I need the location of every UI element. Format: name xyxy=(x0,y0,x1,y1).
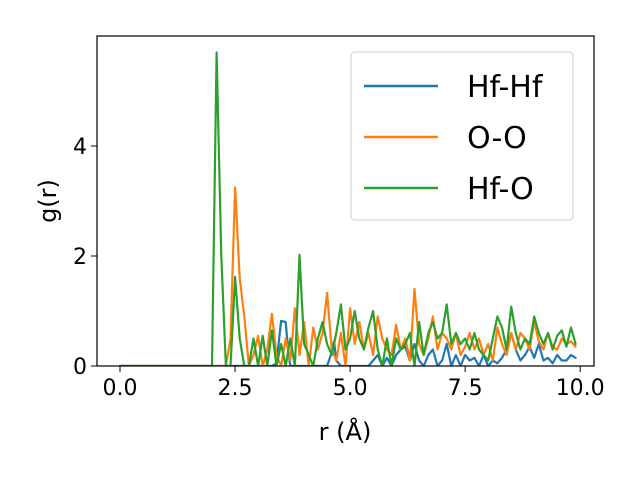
x-axis: 0.0 2.5 5.0 7.5 10.0 xyxy=(103,366,605,401)
y-tick-label: 2 xyxy=(73,245,87,270)
y-axis: 0 2 4 xyxy=(73,135,97,380)
legend-label-o-o: O-O xyxy=(467,121,527,156)
x-axis-label: r (Å) xyxy=(319,417,372,446)
series-line-hf-o xyxy=(118,51,577,366)
x-tick-label: 7.5 xyxy=(448,376,483,401)
plot-frame xyxy=(96,35,595,367)
series-layer xyxy=(118,51,577,366)
y-axis-label: g(r) xyxy=(34,179,62,223)
y-tick-label: 0 xyxy=(73,355,87,380)
x-tick-label: 5.0 xyxy=(333,376,368,401)
legend-box xyxy=(350,51,574,221)
x-tick-label: 2.5 xyxy=(218,376,253,401)
legend: Hf-Hf O-O Hf-O xyxy=(350,51,574,221)
y-tick-label: 4 xyxy=(73,135,87,160)
x-tick-label: 10.0 xyxy=(556,376,605,401)
legend-label-hf-hf: Hf-Hf xyxy=(467,70,544,105)
legend-label-hf-o: Hf-O xyxy=(467,172,534,207)
x-tick-label: 0.0 xyxy=(103,376,138,401)
series-line-o-o xyxy=(118,186,577,366)
